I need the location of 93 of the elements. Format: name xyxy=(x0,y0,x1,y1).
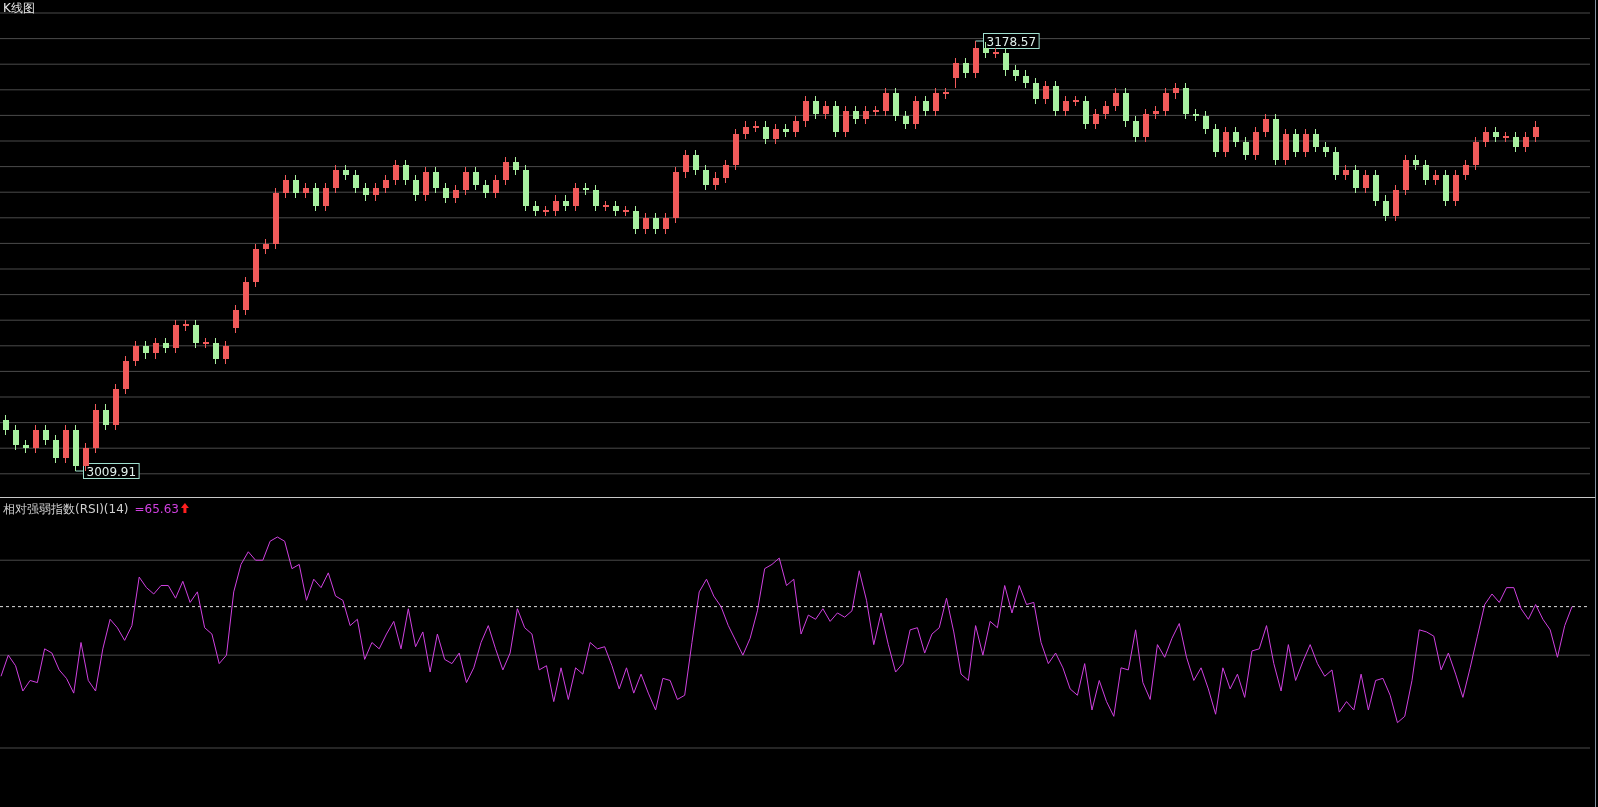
candlestick xyxy=(552,194,559,217)
candlestick xyxy=(52,434,59,464)
candlestick xyxy=(432,166,439,194)
candlestick xyxy=(1082,95,1089,130)
candlestick xyxy=(132,340,139,367)
candlestick xyxy=(642,212,649,235)
candlestick xyxy=(1002,47,1009,77)
candlestick xyxy=(352,169,359,194)
candlestick xyxy=(332,164,339,194)
candlestick xyxy=(1352,164,1359,194)
candlestick xyxy=(942,87,949,100)
candlestick xyxy=(1132,115,1139,143)
candlestick xyxy=(662,212,669,235)
candlestick xyxy=(1162,87,1169,117)
chart-title: 相对强弱指数(RSI)(14) xyxy=(3,502,129,516)
candlestick xyxy=(1202,110,1209,135)
candlestick xyxy=(912,95,919,130)
candlestick xyxy=(652,212,659,235)
candlestick xyxy=(402,159,409,186)
candlestick xyxy=(82,442,89,472)
candlestick xyxy=(842,105,849,138)
candlestick xyxy=(962,57,969,79)
candlestick xyxy=(1112,87,1119,112)
annotation: 3009.91 xyxy=(86,464,137,479)
candlestick xyxy=(322,182,329,212)
candlestick xyxy=(702,164,709,191)
chart-title: K线图 xyxy=(3,1,35,15)
candlestick xyxy=(772,123,779,145)
candlestick xyxy=(1382,194,1389,222)
candlestick xyxy=(462,166,469,196)
candlestick xyxy=(1472,136,1479,171)
candlestick xyxy=(192,319,199,349)
candlestick xyxy=(1142,108,1149,143)
candlestick xyxy=(632,205,639,235)
candlestick xyxy=(1292,128,1299,158)
text: =65.63 xyxy=(134,502,179,516)
candlestick xyxy=(282,174,289,199)
candlestick xyxy=(502,156,509,186)
candlestick xyxy=(1422,159,1429,186)
candlestick xyxy=(312,182,319,212)
candlestick xyxy=(32,424,39,454)
candlestick xyxy=(412,174,419,202)
candlestick xyxy=(792,115,799,138)
candlestick xyxy=(722,159,729,184)
candlestick xyxy=(1302,128,1309,158)
candlestick xyxy=(1522,131,1529,153)
candlestick xyxy=(492,174,499,199)
candlestick xyxy=(222,340,229,365)
candlestick xyxy=(1262,113,1269,138)
candlestick xyxy=(2,414,9,436)
candlestick xyxy=(1312,128,1319,153)
candlestick xyxy=(752,120,759,133)
candlestick xyxy=(592,184,599,212)
candlestick xyxy=(42,424,49,446)
candlestick xyxy=(1232,126,1239,148)
candlestick xyxy=(1512,131,1519,153)
candlestick xyxy=(922,95,929,117)
candlestick xyxy=(392,159,399,186)
candlestick xyxy=(1462,159,1469,181)
candlestick xyxy=(812,95,819,120)
candlestick xyxy=(572,182,579,212)
candlestick xyxy=(1212,123,1219,158)
candlestick xyxy=(692,149,699,176)
candlestick xyxy=(952,57,959,89)
candlestick xyxy=(1032,77,1039,105)
candlestick xyxy=(1332,146,1339,181)
candlestick xyxy=(1242,136,1249,161)
candlestick xyxy=(152,337,159,360)
candlestick xyxy=(1092,108,1099,130)
candlestick xyxy=(292,174,299,199)
candlestick xyxy=(12,424,19,451)
candlestick xyxy=(1062,95,1069,117)
candlestick xyxy=(1042,80,1049,105)
candlestick xyxy=(1362,169,1369,194)
candlestick xyxy=(472,166,479,191)
candlestick xyxy=(182,319,189,332)
candlestick xyxy=(882,87,889,117)
candlestick xyxy=(422,166,429,202)
candlestick xyxy=(212,337,219,365)
candlestick xyxy=(802,95,809,128)
candlestick xyxy=(1252,126,1259,161)
candlestick xyxy=(1532,120,1539,143)
candlestick xyxy=(1482,126,1489,148)
candlestick xyxy=(932,87,939,117)
candlestick xyxy=(172,319,179,354)
candlestick xyxy=(762,120,769,145)
candlestick xyxy=(442,182,449,204)
candlestick xyxy=(892,87,899,122)
candlestick xyxy=(682,149,689,179)
candlestick xyxy=(102,403,109,431)
annotation: 3178.57 xyxy=(986,34,1037,49)
candlestick xyxy=(1222,126,1229,158)
candlestick xyxy=(232,304,239,334)
